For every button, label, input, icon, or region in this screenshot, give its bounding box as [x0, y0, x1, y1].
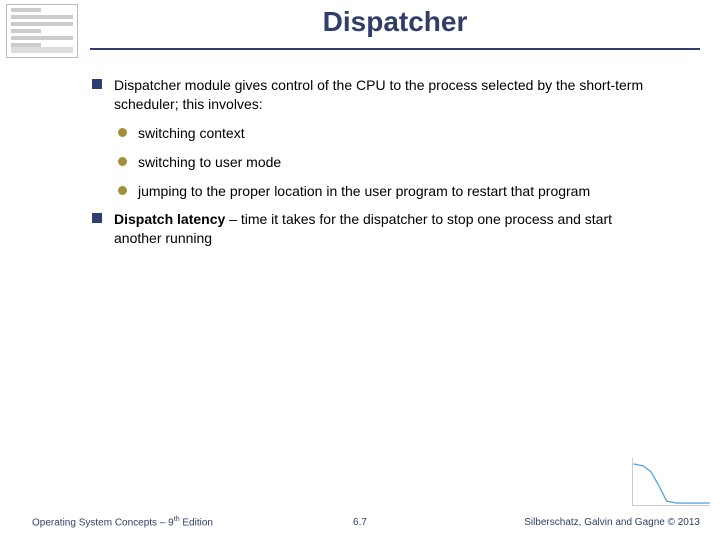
subbullet-2-text: switching to user mode [138, 154, 281, 170]
square-bullet-icon [92, 79, 102, 89]
footer-right: Silberschatz, Galvin and Gagne © 2013 [524, 517, 700, 528]
bullet-1-text: Dispatcher module gives control of the C… [114, 77, 643, 112]
bullet-2: Dispatch latency – time it takes for the… [90, 210, 660, 248]
slide-thumbnail [6, 4, 78, 58]
title-divider [90, 48, 700, 50]
subbullet-3-text: jumping to the proper location in the us… [138, 183, 590, 199]
bullet-1: Dispatcher module gives control of the C… [90, 76, 660, 114]
decorative-chart [632, 458, 710, 506]
slide-title: Dispatcher [90, 6, 700, 38]
subbullet-2: switching to user mode [114, 153, 660, 172]
subbullet-3: jumping to the proper location in the us… [114, 182, 660, 201]
round-bullet-icon [118, 128, 127, 137]
subbullet-1: switching context [114, 124, 660, 143]
bullet-2-bold: Dispatch latency [114, 211, 225, 227]
round-bullet-icon [118, 157, 127, 166]
chart-svg [633, 458, 710, 505]
content-area: Dispatcher module gives control of the C… [90, 76, 660, 258]
subbullet-1-text: switching context [138, 125, 245, 141]
round-bullet-icon [118, 186, 127, 195]
title-area: Dispatcher [90, 6, 700, 38]
square-bullet-icon [92, 213, 102, 223]
